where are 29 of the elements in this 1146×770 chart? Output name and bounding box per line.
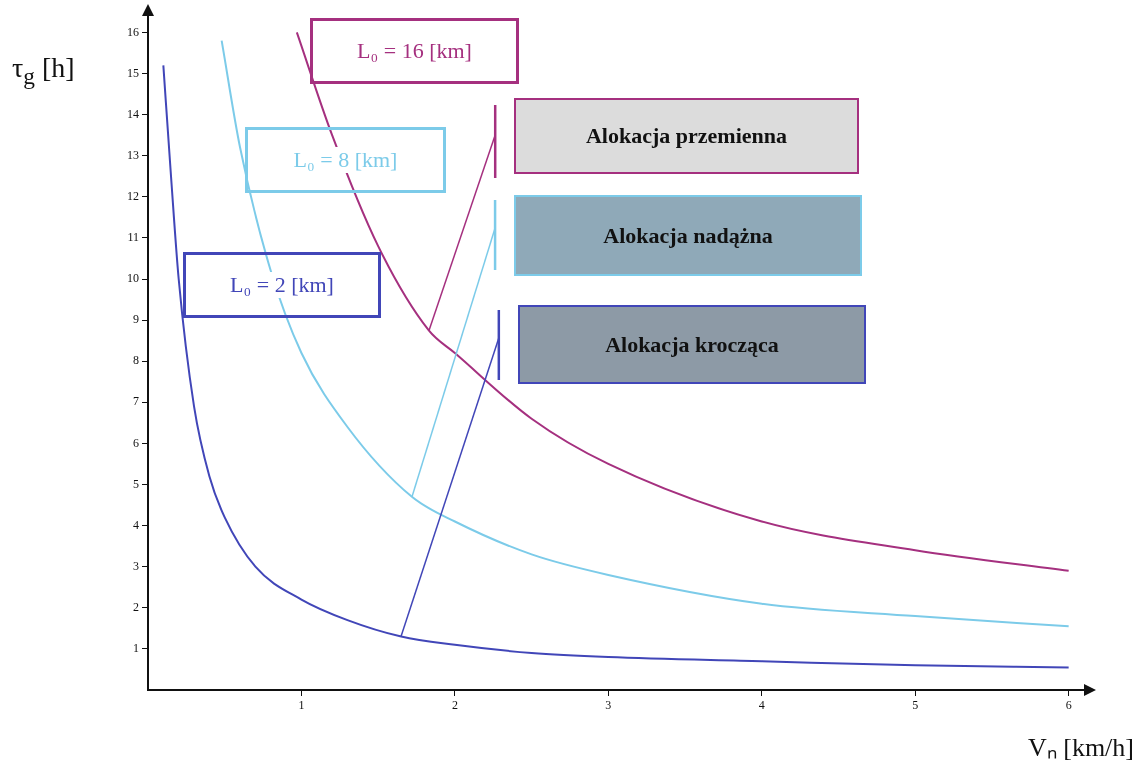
y-tick-label: 13	[127, 147, 139, 162]
y-tick-label: 11	[127, 230, 139, 245]
y-tick-label: 10	[127, 271, 139, 286]
y-tick-label: 7	[133, 394, 139, 409]
y-tick-label: 14	[127, 106, 139, 121]
x-tick-label: 6	[1065, 698, 1072, 713]
y-tick-label: 6	[133, 435, 139, 450]
text: L₀ = 2 [km]	[227, 272, 337, 298]
y-tick-label: 1	[133, 641, 139, 656]
x-tick-label: 3	[605, 698, 612, 713]
x-tick-label: 4	[758, 698, 765, 713]
y-tick-label: 5	[133, 476, 139, 491]
y-tick-label: 16	[127, 24, 139, 39]
y-tick-label: 8	[133, 353, 139, 368]
line-series	[162, 64, 1070, 669]
text: L₀ = 8 [km]	[290, 147, 401, 173]
y-tick-label: 2	[133, 599, 139, 614]
y-tick-label: 15	[127, 65, 139, 80]
x-tick-label: 5	[912, 698, 919, 713]
line-series	[220, 39, 1070, 628]
x-tick-label: 1	[298, 698, 305, 713]
y-tick-label: 12	[127, 188, 139, 203]
text: L₀ = 16 [km]	[354, 38, 475, 64]
y-tick-label: 3	[133, 558, 139, 573]
y-tick-label: 9	[133, 312, 139, 327]
x-tick-label: 2	[451, 698, 458, 713]
x-axis-title: Vₙ [km/h]	[1027, 732, 1134, 764]
y-tick-label: 4	[133, 517, 139, 532]
y-axis-title: τ$_{g}$ [h]	[12, 52, 75, 90]
